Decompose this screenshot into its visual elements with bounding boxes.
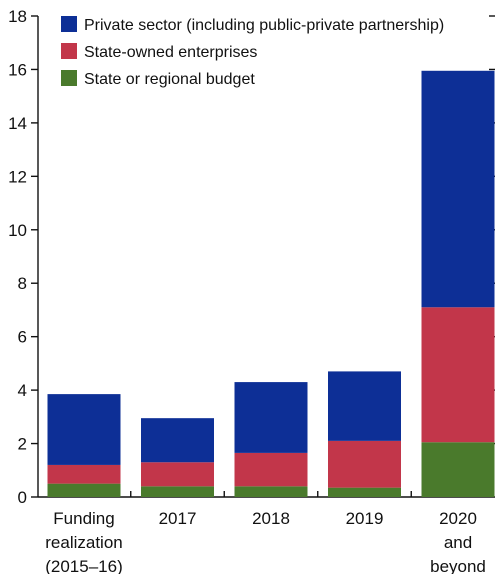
y-tick-label: 6 — [18, 328, 27, 347]
bar-segment — [421, 70, 495, 308]
category-labels: Funding realization (2015–16) 2017 2018 2019 2… — [45, 509, 486, 574]
bar-segment — [47, 464, 121, 484]
x-category-label: 2017 — [159, 509, 197, 528]
y-tick-label: 2 — [18, 435, 27, 454]
chart-bars — [47, 70, 495, 497]
x-category-label: Funding — [53, 509, 114, 528]
bar-segment — [328, 371, 401, 441]
bar-segment — [141, 486, 214, 497]
legend-label: State-owned enterprises — [84, 44, 257, 61]
legend-swatch — [61, 70, 77, 86]
bar-segment — [141, 418, 214, 463]
x-category-label: 2019 — [346, 509, 384, 528]
x-category-label: beyond — [430, 557, 486, 574]
bar-segment — [234, 452, 308, 487]
x-category-label: and — [444, 533, 472, 552]
x-category-label: realization — [45, 533, 123, 552]
x-category-label: 2020 — [439, 509, 477, 528]
y-tick-label: 0 — [18, 488, 27, 507]
legend-swatch — [61, 16, 77, 32]
bar-segment — [421, 442, 495, 497]
bar-segment — [47, 394, 121, 465]
bar-segment — [234, 486, 308, 497]
legend-label: State or regional budget — [84, 71, 255, 88]
y-tick-label: 14 — [8, 114, 27, 133]
legend-swatch — [61, 43, 77, 59]
x-category-label: (2015–16) — [45, 557, 123, 574]
chart-legend: Private sector (including public-private… — [61, 16, 444, 88]
bar-segment — [328, 440, 401, 488]
y-tick-label: 12 — [8, 167, 27, 186]
y-tick-label: 4 — [18, 381, 27, 400]
bar-segment — [47, 483, 121, 497]
x-category-label: 2018 — [252, 509, 290, 528]
y-tick-label: 16 — [8, 60, 27, 79]
bar-segment — [328, 487, 401, 497]
y-tick-label: 8 — [18, 274, 27, 293]
bar-segment — [234, 382, 308, 453]
legend-label: Private sector (including public-private… — [84, 17, 444, 34]
bar-segment — [141, 462, 214, 487]
y-tick-label: 10 — [8, 221, 27, 240]
bar-segment — [421, 307, 495, 443]
y-tick-label: 18 — [8, 7, 27, 26]
